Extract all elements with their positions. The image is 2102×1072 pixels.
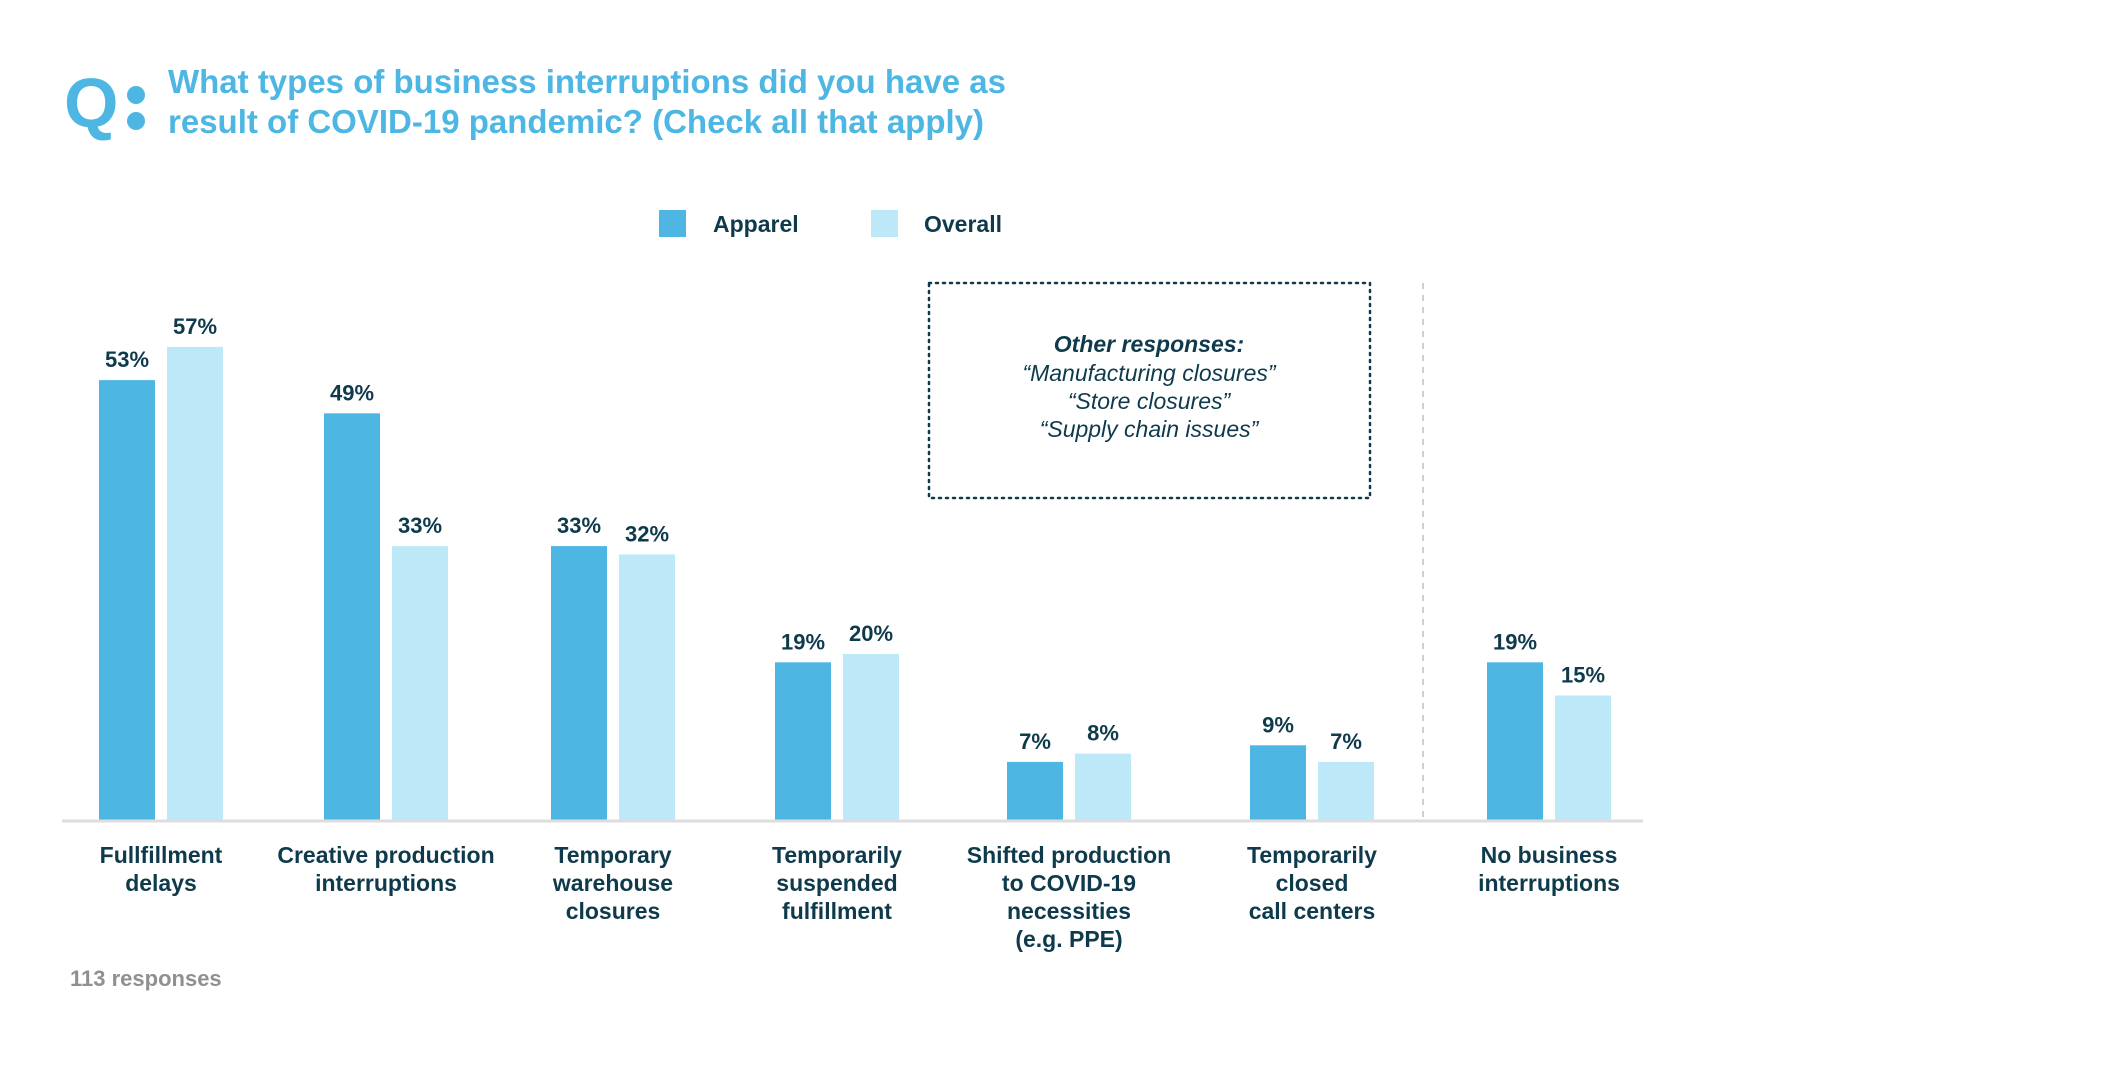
category-label-line: fulfillment xyxy=(782,898,892,924)
legend-label-overall: Overall xyxy=(924,211,1002,237)
category-label-line: Temporarily xyxy=(1247,842,1377,868)
other-response-item: “Manufacturing closures” xyxy=(1022,360,1276,386)
bar-overall xyxy=(619,554,675,820)
value-label-apparel: 9% xyxy=(1262,712,1294,737)
question-logo-letter: Q xyxy=(64,64,118,142)
bar-overall xyxy=(1318,761,1374,820)
category-label-line: warehouse xyxy=(552,870,673,896)
chart-title-line-2: result of COVID-19 pandemic? (Check all … xyxy=(168,103,984,140)
category-label-line: Fullfillment xyxy=(100,842,223,868)
question-logo: Q xyxy=(64,64,145,142)
category-label: Temporarily suspended fulfillment xyxy=(772,842,902,924)
category-label-line: interruptions xyxy=(315,870,457,896)
bar-apparel xyxy=(551,546,607,820)
category-label-line: Temporarily xyxy=(772,842,902,868)
legend-swatch-apparel xyxy=(659,210,686,237)
value-label-overall: 20% xyxy=(849,621,893,646)
value-label-overall: 57% xyxy=(173,314,217,339)
question-logo-dot-top xyxy=(127,86,145,104)
value-label-overall: 33% xyxy=(398,513,442,538)
other-responses-note: Other responses: “Manufacturing closures… xyxy=(927,281,1372,500)
category-label-line: (e.g. PPE) xyxy=(1015,926,1122,952)
bars-layer xyxy=(99,346,1611,820)
bar-apparel xyxy=(324,413,380,820)
response-count: 113 responses xyxy=(70,966,222,991)
category-label: Shifted production to COVID-19 necessities… xyxy=(967,842,1171,952)
bar-overall xyxy=(1075,753,1131,820)
legend: Apparel Overall xyxy=(659,210,1002,237)
value-label-apparel: 7% xyxy=(1019,729,1051,754)
bar-apparel xyxy=(775,662,831,820)
category-label-line: necessities xyxy=(1007,898,1131,924)
category-label-line: No business xyxy=(1481,842,1618,868)
value-labels-layer: 53% 57% 49% 33% 33% 32% 19% 20% 7% 8% 9% 7% 19% 15% xyxy=(105,314,1605,754)
value-label-apparel: 33% xyxy=(557,513,601,538)
value-label-apparel: 53% xyxy=(105,347,149,372)
value-label-overall: 8% xyxy=(1087,721,1119,746)
category-label-line: interruptions xyxy=(1478,870,1620,896)
bar-overall xyxy=(843,654,899,820)
category-label: No business interruptions xyxy=(1478,842,1620,896)
category-label-line: to COVID-19 xyxy=(1002,870,1136,896)
value-label-overall: 15% xyxy=(1561,663,1605,688)
category-label-line: closed xyxy=(1276,870,1349,896)
category-label: Creative production interruptions xyxy=(277,842,494,896)
category-label: Temporarily closed call centers xyxy=(1247,842,1377,924)
bar-apparel xyxy=(1487,662,1543,820)
other-responses-box xyxy=(927,281,1372,500)
category-label-line: call centers xyxy=(1249,898,1376,924)
other-responses-heading: Other responses: xyxy=(1054,331,1244,357)
bar-overall xyxy=(1555,695,1611,820)
bar-overall xyxy=(167,346,223,820)
category-label-line: Temporary xyxy=(554,842,671,868)
category-label-line: closures xyxy=(566,898,661,924)
chart-title-line-1: What types of business interruptions did… xyxy=(168,63,1006,100)
category-label-line: suspended xyxy=(776,870,897,896)
bar-overall xyxy=(392,546,448,820)
category-label: Fullfillment delays xyxy=(100,842,223,896)
category-label-line: delays xyxy=(125,870,197,896)
bar-apparel xyxy=(1250,745,1306,820)
question-logo-dot-bottom xyxy=(127,112,145,130)
value-label-apparel: 19% xyxy=(781,629,825,654)
legend-label-apparel: Apparel xyxy=(713,211,799,237)
value-label-overall: 7% xyxy=(1330,729,1362,754)
bar-apparel xyxy=(1007,761,1063,820)
category-label: Temporary warehouse closures xyxy=(552,842,673,924)
value-label-apparel: 49% xyxy=(330,380,374,405)
bar-apparel xyxy=(99,380,155,820)
chart-title: What types of business interruptions did… xyxy=(168,63,1006,140)
other-response-item: “Store closures” xyxy=(1068,388,1232,414)
value-label-overall: 32% xyxy=(625,521,669,546)
other-response-item: “Supply chain issues” xyxy=(1040,416,1260,442)
legend-swatch-overall xyxy=(871,210,898,237)
category-label-line: Shifted production xyxy=(967,842,1171,868)
value-label-apparel: 19% xyxy=(1493,629,1537,654)
category-label-line: Creative production xyxy=(277,842,494,868)
